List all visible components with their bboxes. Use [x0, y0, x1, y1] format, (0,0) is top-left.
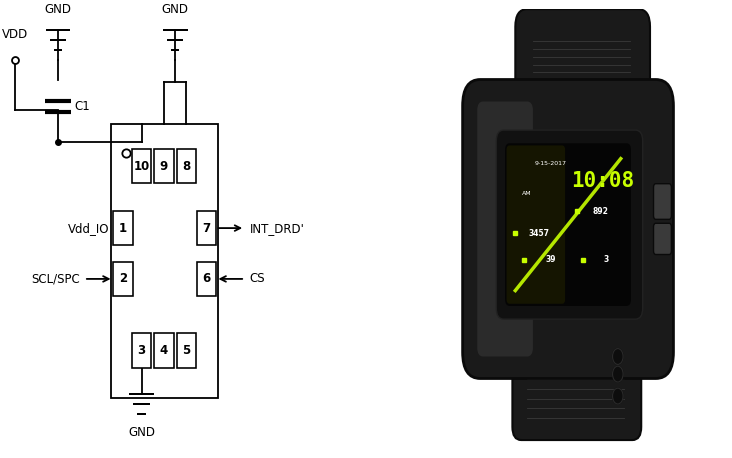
Text: 7: 7 — [202, 222, 210, 234]
Text: 2: 2 — [119, 273, 127, 285]
Text: CS: CS — [250, 273, 265, 285]
Text: 6: 6 — [202, 273, 210, 285]
FancyBboxPatch shape — [505, 143, 631, 306]
Text: 8: 8 — [182, 160, 190, 173]
Text: 3457: 3457 — [529, 229, 549, 238]
Text: GND: GND — [128, 426, 155, 439]
Text: 9-15-2017: 9-15-2017 — [534, 161, 567, 165]
Text: INT_DRD': INT_DRD' — [250, 222, 305, 234]
Text: 1: 1 — [119, 222, 127, 234]
Text: SCL/SPC: SCL/SPC — [31, 273, 81, 285]
Bar — [113, 262, 132, 296]
Text: VDD: VDD — [2, 28, 28, 41]
Text: 892: 892 — [592, 207, 608, 216]
Bar — [132, 333, 151, 367]
Text: 10: 10 — [133, 160, 150, 173]
Text: 39: 39 — [545, 255, 556, 264]
Text: 3: 3 — [603, 255, 609, 264]
Text: 9: 9 — [160, 160, 168, 173]
Text: C1: C1 — [74, 100, 90, 113]
Text: GND: GND — [162, 3, 189, 16]
Bar — [196, 262, 215, 296]
Text: AM: AM — [522, 191, 532, 196]
FancyBboxPatch shape — [654, 224, 671, 255]
Text: GND: GND — [45, 3, 72, 16]
FancyBboxPatch shape — [477, 102, 533, 356]
FancyBboxPatch shape — [507, 146, 565, 304]
Circle shape — [613, 366, 623, 382]
Circle shape — [613, 388, 623, 404]
Text: 4: 4 — [160, 344, 168, 357]
Text: Vdd_IO: Vdd_IO — [67, 222, 109, 234]
FancyBboxPatch shape — [496, 130, 643, 319]
Text: 5: 5 — [182, 344, 190, 357]
Bar — [111, 124, 218, 398]
Bar — [154, 149, 173, 183]
Bar — [196, 211, 215, 245]
Text: 3: 3 — [138, 344, 146, 357]
FancyBboxPatch shape — [512, 326, 641, 440]
Bar — [177, 333, 196, 367]
FancyBboxPatch shape — [654, 184, 671, 219]
Bar — [132, 149, 151, 183]
Bar — [113, 211, 132, 245]
FancyBboxPatch shape — [463, 80, 673, 378]
Bar — [154, 333, 173, 367]
Circle shape — [613, 349, 623, 365]
Bar — [177, 149, 196, 183]
FancyBboxPatch shape — [515, 9, 650, 150]
Text: 10:08: 10:08 — [572, 171, 635, 191]
